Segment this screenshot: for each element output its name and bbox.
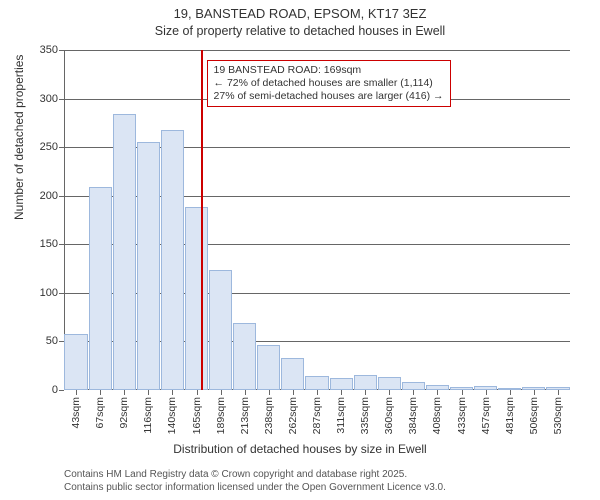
footer-attribution: Contains HM Land Registry data © Crown c… (64, 469, 446, 494)
histogram-bar (161, 130, 184, 390)
xtick-mark (245, 390, 246, 395)
xtick-label: 116sqm (142, 397, 154, 434)
xtick-mark (269, 390, 270, 395)
title-line2: Size of property relative to detached ho… (0, 23, 600, 39)
annotation-line: 27% of semi-detached houses are larger (… (214, 90, 444, 103)
xtick-label: 360sqm (383, 397, 395, 434)
xtick-label: 238sqm (263, 397, 275, 434)
xtick-label: 165sqm (191, 397, 203, 434)
xtick-label: 530sqm (552, 397, 564, 434)
xtick-mark (389, 390, 390, 395)
xtick-label: 433sqm (456, 397, 468, 434)
xtick-mark (413, 390, 414, 395)
xtick-label: 335sqm (359, 397, 371, 434)
y-axis-label: Number of detached properties (12, 55, 26, 220)
ytick-label: 50 (46, 335, 58, 347)
ytick-mark (59, 390, 64, 391)
x-axis-label: Distribution of detached houses by size … (0, 442, 600, 456)
ytick-label: 100 (40, 287, 58, 299)
xtick-label: 384sqm (407, 397, 419, 434)
histogram-bar (378, 377, 401, 390)
xtick-mark (437, 390, 438, 395)
xtick-mark (462, 390, 463, 395)
histogram-bar (233, 323, 256, 390)
xtick-label: 140sqm (166, 397, 178, 434)
xtick-mark (124, 390, 125, 395)
chart-plot-area: 050100150200250300350 19 BANSTEAD ROAD: … (64, 50, 570, 390)
xtick-mark (148, 390, 149, 395)
xtick-label: 506sqm (528, 397, 540, 434)
xtick-label: 262sqm (287, 397, 299, 434)
ytick-label: 350 (40, 44, 58, 56)
xtick-mark (558, 390, 559, 395)
histogram-bar (402, 382, 425, 390)
xtick-mark (365, 390, 366, 395)
annotation-line: 19 BANSTEAD ROAD: 169sqm (214, 64, 444, 77)
reference-line (201, 50, 203, 390)
xtick-mark (76, 390, 77, 395)
histogram-bar (305, 376, 328, 390)
xtick-label: 481sqm (504, 397, 516, 434)
annotation-line: ← 72% of detached houses are smaller (1,… (214, 77, 444, 90)
ytick-label: 300 (40, 93, 58, 105)
ytick-label: 0 (52, 384, 58, 396)
histogram-bar (257, 345, 280, 390)
xtick-mark (510, 390, 511, 395)
xtick-mark (100, 390, 101, 395)
xtick-label: 213sqm (239, 397, 251, 434)
footer-line2: Contains public sector information licen… (64, 482, 446, 495)
histogram-bar (113, 114, 136, 390)
title-line1: 19, BANSTEAD ROAD, EPSOM, KT17 3EZ (0, 6, 600, 23)
xtick-label: 43sqm (70, 397, 82, 429)
xtick-label: 408sqm (431, 397, 443, 434)
xtick-label: 457sqm (480, 397, 492, 434)
histogram-bar (137, 142, 160, 390)
histogram-bar (64, 334, 87, 390)
xtick-mark (486, 390, 487, 395)
annotation-box: 19 BANSTEAD ROAD: 169sqm← 72% of detache… (207, 60, 451, 107)
ytick-label: 150 (40, 238, 58, 250)
xtick-mark (534, 390, 535, 395)
histogram-bar (209, 270, 232, 390)
xtick-label: 189sqm (215, 397, 227, 434)
histogram-bar (330, 378, 353, 390)
xtick-label: 67sqm (94, 397, 106, 429)
ytick-label: 200 (40, 190, 58, 202)
footer-line1: Contains HM Land Registry data © Crown c… (64, 469, 446, 482)
histogram-bar (354, 375, 377, 390)
histogram-bar (89, 187, 112, 390)
xtick-label: 311sqm (335, 397, 347, 434)
histogram-bar (185, 207, 208, 390)
xtick-mark (341, 390, 342, 395)
xtick-mark (172, 390, 173, 395)
histogram-bar (281, 358, 304, 390)
chart-title: 19, BANSTEAD ROAD, EPSOM, KT17 3EZ Size … (0, 0, 600, 39)
xtick-mark (293, 390, 294, 395)
xtick-label: 287sqm (311, 397, 323, 434)
xtick-label: 92sqm (118, 397, 130, 429)
ytick-label: 250 (40, 141, 58, 153)
xtick-mark (197, 390, 198, 395)
xtick-mark (221, 390, 222, 395)
xtick-mark (317, 390, 318, 395)
